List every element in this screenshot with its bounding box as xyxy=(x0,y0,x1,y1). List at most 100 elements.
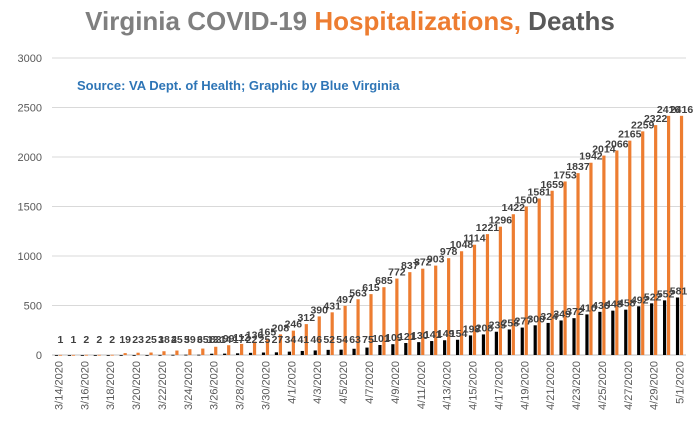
hospitalizations-bar xyxy=(602,155,606,355)
source-note: Source: VA Dept. of Health; Graphic by B… xyxy=(77,78,400,93)
deaths-bar xyxy=(339,349,343,355)
deaths-bar xyxy=(572,318,576,355)
hospitalizations-bar xyxy=(149,352,153,355)
hospitalizations-data-label: 615 xyxy=(362,282,380,294)
hospitalizations-data-label: 246 xyxy=(285,319,303,331)
y-tick-label: 1500 xyxy=(18,202,42,214)
hospitalizations-data-label: 99 xyxy=(223,333,235,345)
y-tick-label: 500 xyxy=(24,301,42,313)
x-tick-label: 4/27/2020 xyxy=(623,361,635,410)
deaths-bar xyxy=(468,335,473,355)
hospitalizations-bar xyxy=(434,265,438,355)
x-tick-label: 3/18/2020 xyxy=(105,361,117,410)
hospitalizations-data-label: 83 xyxy=(210,334,222,346)
deaths-bar xyxy=(300,350,304,355)
hospitalizations-data-label: 2416 xyxy=(670,104,694,116)
deaths-data-label: 277 xyxy=(514,316,532,328)
deaths-bar xyxy=(378,345,382,355)
hospitalizations-data-label: 38 xyxy=(158,334,170,346)
deaths-bar xyxy=(455,339,460,355)
x-tick-label: 4/23/2020 xyxy=(571,361,583,410)
y-tick-label: 3000 xyxy=(18,53,42,65)
hospitalizations-bar xyxy=(227,345,231,355)
hospitalizations-bar xyxy=(679,115,684,355)
x-tick-label: 4/13/2020 xyxy=(442,361,454,410)
hospitalizations-bar xyxy=(84,354,88,356)
hospitalizations-bar xyxy=(162,351,166,355)
hospitalizations-bar xyxy=(110,354,114,356)
hospitalizations-data-label: 497 xyxy=(336,294,354,306)
hospitalizations-bar xyxy=(252,341,257,355)
deaths-bar xyxy=(611,310,615,355)
x-tick-label: 4/3/2020 xyxy=(312,361,324,404)
deaths-data-label: 130 xyxy=(411,330,429,342)
hospitalizations-bar xyxy=(498,226,502,355)
x-tick-label: 4/7/2020 xyxy=(364,361,376,404)
deaths-bar xyxy=(313,350,317,355)
hospitalizations-data-label: 872 xyxy=(414,257,432,269)
hospitalizations-bar xyxy=(343,305,347,355)
x-tick-label: 4/21/2020 xyxy=(545,361,557,410)
hospitalizations-bar xyxy=(524,206,528,355)
deaths-bar xyxy=(533,325,537,355)
hospitalizations-data-label: 2 xyxy=(83,334,89,346)
hospitalizations-data-label: 1659 xyxy=(540,179,564,191)
deaths-bar xyxy=(106,355,110,356)
hospitalizations-data-label: 19 xyxy=(119,334,131,346)
deaths-data-label: 324 xyxy=(540,311,558,323)
hospitalizations-data-label: 65 xyxy=(197,334,209,346)
hospitalizations-bar xyxy=(71,354,76,356)
deaths-bar xyxy=(261,352,266,355)
deaths-bar xyxy=(197,354,201,356)
deaths-data-label: 458 xyxy=(618,298,636,310)
x-tick-label: 4/5/2020 xyxy=(338,361,350,404)
hospitalizations-bar xyxy=(240,343,244,355)
hospitalizations-bar xyxy=(369,294,373,355)
y-tick-label: 1000 xyxy=(18,251,42,263)
deaths-data-label: 46 xyxy=(310,334,322,346)
hospitalizations-data-label: 23 xyxy=(132,334,144,346)
hospitalizations-bar xyxy=(589,162,593,355)
deaths-bar xyxy=(559,320,563,355)
hospitalizations-bar xyxy=(291,330,295,355)
hospitalizations-data-label: 1 xyxy=(70,334,76,346)
deaths-data-label: 1 xyxy=(158,334,164,346)
deaths-data-label: 3 xyxy=(197,334,203,346)
deaths-bar xyxy=(404,343,408,355)
deaths-bar xyxy=(637,306,641,355)
deaths-bar xyxy=(54,355,59,356)
deaths-data-label: 2 xyxy=(171,334,177,346)
hospitalizations-data-label: 903 xyxy=(427,254,445,266)
hospitalizations-bar xyxy=(123,353,127,355)
deaths-data-label: 27 xyxy=(272,334,284,346)
hospitalizations-data-label: 59 xyxy=(184,334,196,346)
hospitalizations-data-label: 2014 xyxy=(592,144,616,156)
hospitalizations-bar xyxy=(472,244,477,355)
deaths-bar xyxy=(443,340,447,355)
deaths-data-label: 109 xyxy=(385,332,403,344)
hospitalizations-bar xyxy=(628,140,632,355)
deaths-bar xyxy=(391,344,395,355)
hospitalizations-data-label: 1296 xyxy=(489,215,513,227)
hospitalizations-data-label: 2259 xyxy=(631,119,655,131)
hospitalizations-data-label: 1942 xyxy=(579,151,603,163)
deaths-data-label: 75 xyxy=(362,334,374,346)
deaths-data-label: 581 xyxy=(670,285,688,297)
deaths-data-label: 372 xyxy=(566,306,584,318)
hospitalizations-data-label: 1422 xyxy=(502,202,526,214)
deaths-bar xyxy=(624,309,628,355)
hospitalizations-data-label: 563 xyxy=(349,287,367,299)
x-tick-label: 3/28/2020 xyxy=(235,361,247,410)
deaths-data-label: 52 xyxy=(323,334,335,346)
hospitalizations-data-label: 1 xyxy=(58,334,64,346)
hospitalizations-data-label: 2 xyxy=(109,334,115,346)
deaths-bar xyxy=(507,329,511,355)
deaths-data-label: 492 xyxy=(631,294,649,306)
hospitalizations-data-label: 136 xyxy=(246,330,264,342)
hospitalizations-data-label: 2066 xyxy=(605,138,629,150)
hospitalizations-bar xyxy=(641,131,645,355)
deaths-bar xyxy=(546,322,550,355)
deaths-bar xyxy=(210,353,214,355)
deaths-bar xyxy=(481,334,486,355)
